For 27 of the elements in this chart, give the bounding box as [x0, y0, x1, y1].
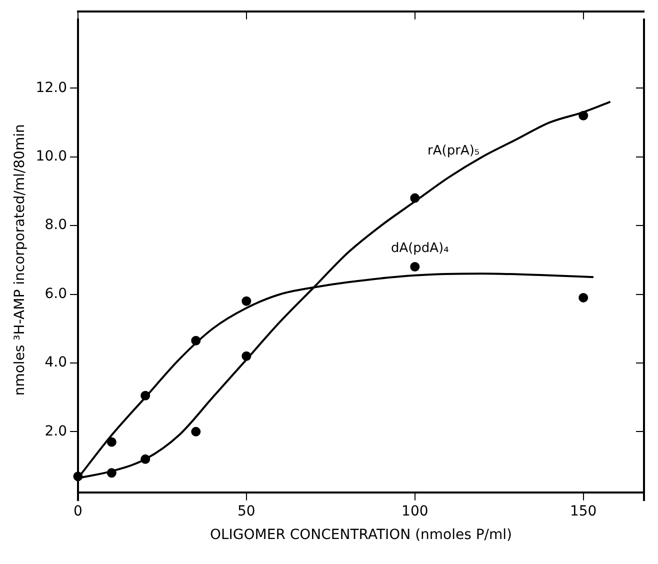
point [191, 336, 201, 346]
point [242, 351, 252, 361]
point [578, 110, 588, 120]
y-axis-title: nmoles ³H-AMP incorporated/ml/80min [12, 124, 28, 396]
y-tick-label: 12.0 [36, 80, 67, 96]
x-tick-label: 150 [570, 503, 597, 520]
y-tick-label: 10.0 [36, 148, 67, 164]
point [106, 468, 116, 478]
point [73, 472, 83, 482]
point [410, 193, 420, 203]
y-tick-label: 2.0 [44, 423, 67, 440]
x-tick-label: 0 [74, 503, 82, 520]
y-tick-label: 8.0 [44, 217, 67, 234]
point [242, 296, 252, 306]
x-tick-label: 100 [402, 503, 428, 520]
x-axis-title: OLIGOMER CONCENTRATION (nmoles P/ml) [210, 527, 512, 544]
point [191, 426, 201, 436]
point [106, 437, 116, 447]
y-tick-label: 6.0 [44, 286, 67, 302]
y-tick-label: 4.0 [44, 354, 67, 371]
point [140, 454, 150, 464]
x-tick-label: 50 [238, 503, 256, 520]
point [410, 262, 420, 272]
series-label: rA(prA)₅ [428, 143, 480, 158]
point [578, 292, 588, 302]
point [140, 390, 150, 400]
series-label: dA(pdA)₄ [390, 241, 449, 256]
